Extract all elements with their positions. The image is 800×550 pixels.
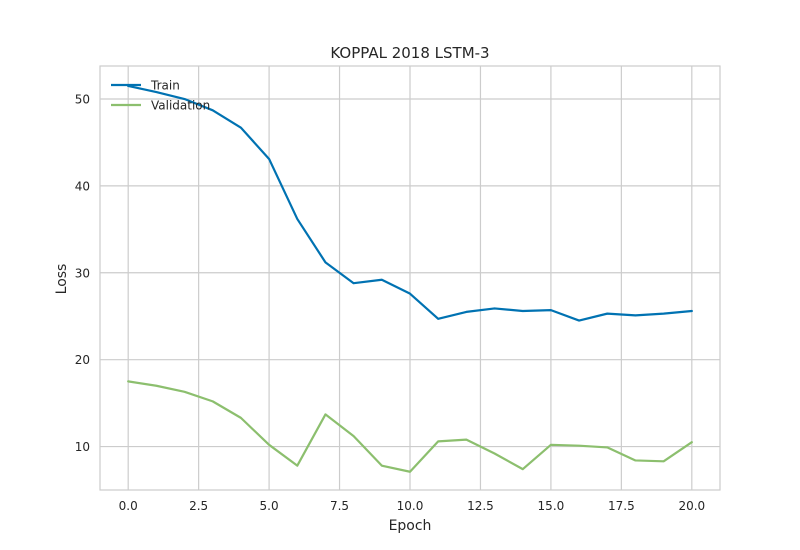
y-axis-title: Loss <box>54 264 70 295</box>
x-tick-label: 2.5 <box>189 499 208 513</box>
legend-label-train: Train <box>150 79 180 93</box>
x-tick-label: 17.5 <box>608 499 635 513</box>
chart-title: KOPPAL 2018 LSTM-3 <box>330 44 489 62</box>
y-tick-label: 10 <box>75 440 90 454</box>
series-line-train <box>127 84 693 322</box>
legend: Train Validation <box>111 79 210 113</box>
y-tick-label: 50 <box>75 93 90 107</box>
x-tick-label: 7.5 <box>330 499 349 513</box>
y-tick-label: 20 <box>75 353 90 367</box>
legend-label-validation: Validation <box>151 99 210 113</box>
x-tick-label: 15.0 <box>538 499 565 513</box>
x-tick-label: 5.0 <box>260 499 279 513</box>
series-line-validation <box>127 380 693 473</box>
x-tick-label: 12.5 <box>467 499 494 513</box>
y-tick-label: 40 <box>75 179 90 193</box>
x-tick-label: 0.0 <box>119 499 138 513</box>
y-tick-label: 30 <box>75 266 90 280</box>
plot-area-frame <box>99 65 721 491</box>
series-lines <box>127 84 693 473</box>
x-axis-title: Epoch <box>389 518 432 534</box>
axis-ticks: 0.0 2.5 5.0 7.5 10.0 12.5 15.0 17.5 20.0 10 20 30 40… <box>75 93 705 513</box>
x-tick-label: 20.0 <box>678 499 705 513</box>
grid-lines <box>100 66 720 490</box>
x-tick-label: 10.0 <box>397 499 424 513</box>
